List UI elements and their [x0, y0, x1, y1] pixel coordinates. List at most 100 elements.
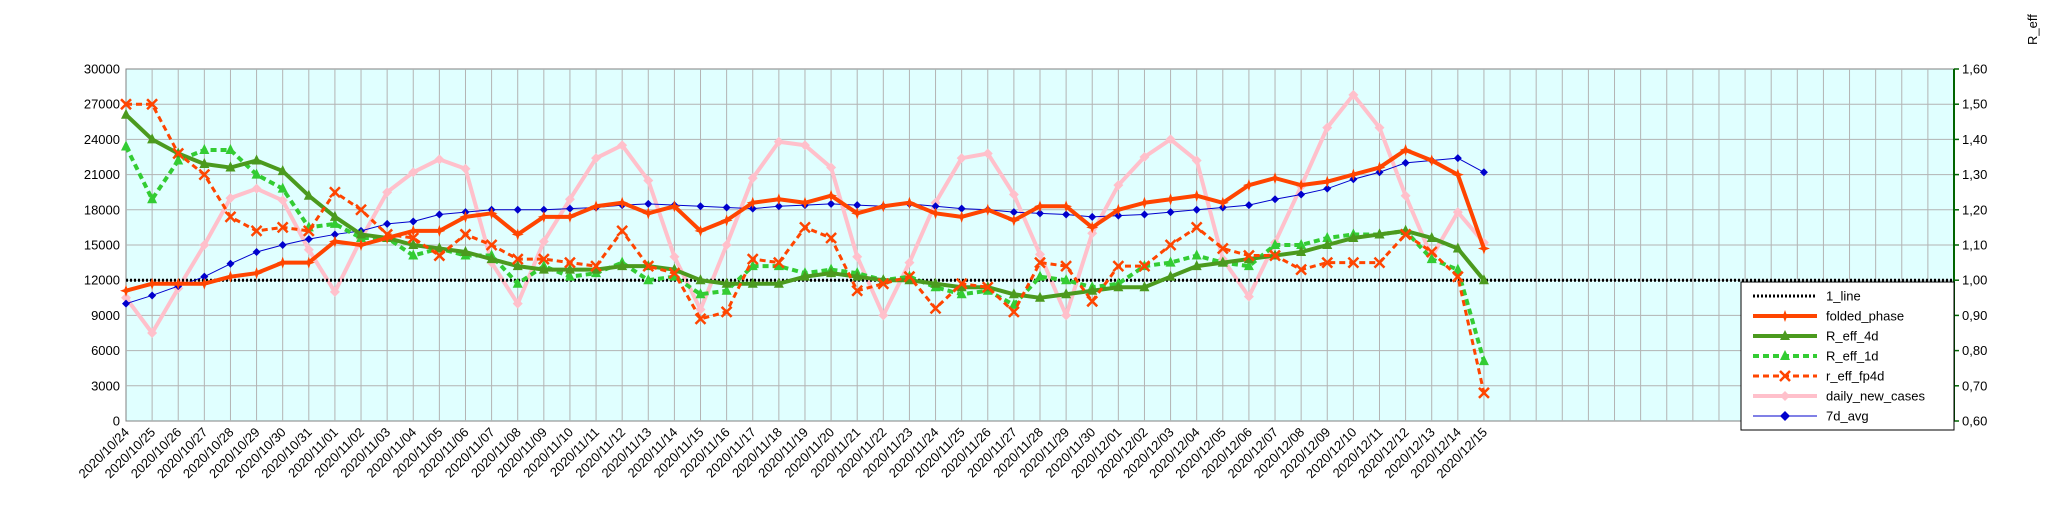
- data-point: [408, 239, 419, 249]
- data-point: [826, 267, 837, 278]
- data-point: [1216, 242, 1229, 255]
- data-point: [773, 277, 784, 288]
- data-point: [1113, 281, 1124, 292]
- data-point: [904, 257, 915, 268]
- data-point: [459, 228, 472, 241]
- data-point: [459, 210, 472, 223]
- data-point: [981, 281, 994, 294]
- data-point: [877, 200, 890, 213]
- data-point: [1399, 228, 1412, 241]
- data-point: [277, 182, 288, 193]
- data-point: [407, 224, 420, 237]
- data-point: [1139, 152, 1150, 162]
- data-point: [1165, 256, 1176, 267]
- data-point: [538, 236, 549, 247]
- data-point: [774, 202, 783, 211]
- data-point: [381, 231, 394, 244]
- data-point: [251, 183, 262, 194]
- data-point: [617, 260, 628, 271]
- y-right-tick-label: 0,80: [1962, 343, 1987, 358]
- data-point: [1008, 189, 1019, 200]
- series-layer: [120, 89, 1954, 399]
- data-point: [147, 328, 158, 338]
- data-point: [695, 304, 706, 315]
- data-point: [355, 203, 367, 216]
- data-point: [172, 147, 185, 160]
- data-point: [957, 204, 966, 213]
- data-point: [720, 214, 733, 227]
- data-point: [773, 136, 784, 147]
- data-point: [644, 199, 653, 208]
- data-point: [434, 154, 445, 165]
- data-point: [1164, 239, 1177, 251]
- data-point: [329, 186, 341, 199]
- data-point: [1191, 260, 1202, 271]
- data-point: [931, 202, 940, 211]
- data-point: [146, 277, 159, 290]
- data-point: [250, 225, 263, 237]
- data-point: [147, 133, 158, 144]
- legend-item: 7d_avg: [1753, 409, 1869, 424]
- legend-label: R_eff_4d: [1826, 329, 1879, 344]
- data-point: [1452, 263, 1463, 274]
- data-point: [329, 286, 340, 297]
- data-point: [1112, 203, 1125, 216]
- data-point: [460, 246, 471, 257]
- data-point: [1140, 210, 1149, 219]
- data-point: [276, 221, 289, 234]
- data-point: [722, 203, 731, 212]
- data-point: [590, 260, 602, 273]
- data-point: [1088, 212, 1097, 221]
- data-point: [772, 193, 785, 206]
- data-point: [1478, 386, 1490, 399]
- data-point: [1780, 391, 1790, 401]
- data-point: [173, 154, 184, 165]
- data-point: [643, 274, 654, 285]
- data-point: [329, 217, 340, 228]
- data-point: [1216, 196, 1229, 209]
- data-point: [695, 288, 706, 299]
- data-point: [251, 154, 262, 165]
- data-point: [1322, 122, 1333, 133]
- data-point: [511, 228, 524, 241]
- data-point: [1451, 270, 1464, 283]
- data-point: [1060, 260, 1072, 273]
- data-point: [1243, 253, 1254, 264]
- data-point: [1008, 288, 1019, 299]
- data-point: [904, 274, 915, 285]
- data-point: [1780, 350, 1790, 360]
- data-point: [1348, 89, 1359, 100]
- data-point: [1035, 291, 1045, 302]
- legend-item: r_eff_fp4d: [1753, 369, 1884, 384]
- data-point: [721, 240, 732, 250]
- y-right-tick-label: 1,40: [1962, 132, 1987, 147]
- data-point: [1190, 221, 1203, 234]
- data-point: [1779, 310, 1791, 322]
- data-point: [1190, 189, 1203, 202]
- data-point: [617, 140, 628, 151]
- data-point: [1087, 284, 1098, 295]
- data-point: [121, 292, 131, 303]
- data-point: [1242, 179, 1255, 192]
- data-point: [1399, 143, 1412, 156]
- data-point: [1061, 274, 1072, 285]
- y-right-tick-label: 1,00: [1962, 273, 1987, 288]
- data-point: [513, 205, 522, 214]
- data-point: [565, 204, 574, 213]
- data-point: [825, 232, 837, 244]
- data-point: [330, 230, 339, 239]
- data-point: [694, 313, 707, 325]
- data-point: [199, 240, 210, 250]
- data-point: [616, 196, 629, 209]
- data-point: [563, 210, 576, 223]
- data-point: [1243, 291, 1254, 302]
- data-point: [1036, 209, 1044, 218]
- y-right-tick-label: 1,20: [1962, 202, 1987, 217]
- data-point: [302, 256, 315, 269]
- series-r_eff_fp4d: [120, 98, 1490, 399]
- data-point: [1008, 305, 1020, 318]
- data-point: [668, 200, 681, 213]
- data-point: [903, 196, 916, 209]
- y-left-tick-label: 21000: [84, 167, 120, 182]
- data-point: [511, 253, 524, 265]
